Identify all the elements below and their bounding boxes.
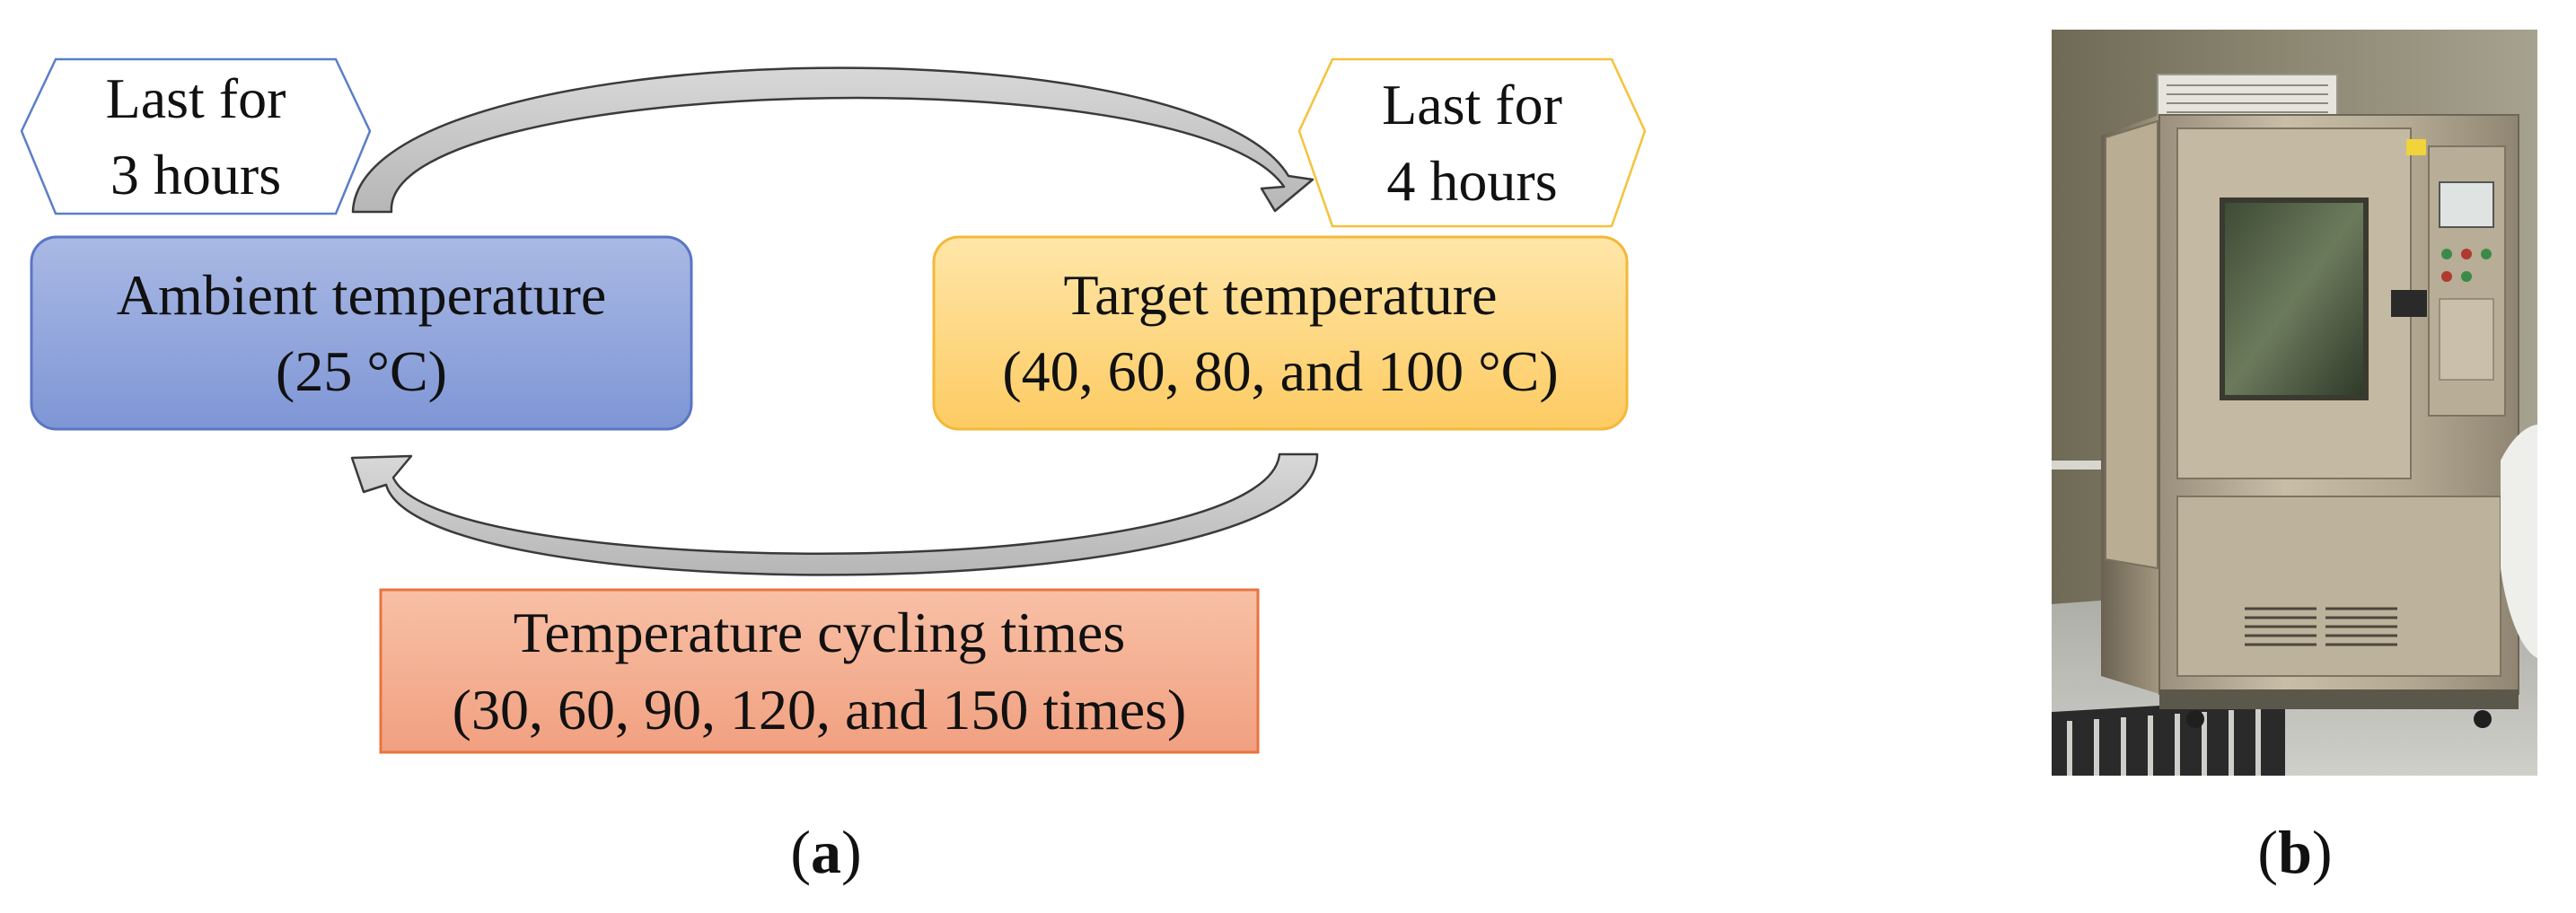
ambient-temperature-node — [30, 235, 693, 431]
target-temperature-value: (40, 60, 80, and 100 °C) — [1002, 339, 1559, 403]
chamber-window — [2220, 198, 2369, 400]
hold-time-target-hexagon — [1297, 57, 1647, 228]
open-side-door — [2105, 119, 2158, 570]
lower-vents — [2245, 607, 2397, 646]
cycling-times-title: Temperature cycling times — [513, 601, 1126, 665]
hold-time-target-line1: Last for — [1382, 72, 1562, 136]
white-cover — [2501, 425, 2537, 658]
target-temperature-title: Target temperature — [1063, 262, 1498, 327]
cycling-times-label: Temperature cycling times (30, 60, 90, 1… — [381, 590, 1258, 752]
hold-time-ambient-line1: Last for — [105, 66, 286, 130]
lower-compartment — [2176, 496, 2501, 677]
panel-b-caption: (b) — [2257, 818, 2333, 886]
door-handle — [2391, 290, 2427, 317]
control-display — [2439, 181, 2494, 228]
curved-arrow-bottom — [350, 452, 1319, 576]
panel-a-letter: a — [811, 818, 841, 886]
hold-time-ambient-hexagon — [20, 57, 372, 215]
target-temperature-label: Target temperature (40, 60, 80, and 100 … — [934, 237, 1627, 429]
test-chamber-photo — [2052, 30, 2537, 776]
panel-a-caption: (a) — [790, 818, 862, 886]
target-temperature-node — [932, 235, 1629, 431]
ambient-temperature-value: (25 °C) — [276, 339, 447, 403]
floor-grate — [2052, 698, 2285, 776]
hold-time-target-line2: 4 hours — [1386, 149, 1558, 213]
warning-sticker — [2406, 139, 2426, 155]
cycling-times-node — [379, 588, 1260, 754]
ambient-temperature-title: Ambient temperature — [116, 262, 607, 327]
cycling-times-value: (30, 60, 90, 120, and 150 times) — [452, 677, 1187, 742]
test-chamber-illustration — [2052, 30, 2537, 776]
ambient-temperature-label: Ambient temperature (25 °C) — [31, 237, 691, 429]
hold-time-target-label: Last for 4 hours — [1299, 59, 1645, 226]
panel-b-letter: b — [2278, 818, 2312, 886]
curved-arrow-top — [351, 66, 1314, 214]
hold-time-ambient-label: Last for 3 hours — [22, 59, 370, 214]
hold-time-ambient-line2: 3 hours — [110, 143, 282, 206]
